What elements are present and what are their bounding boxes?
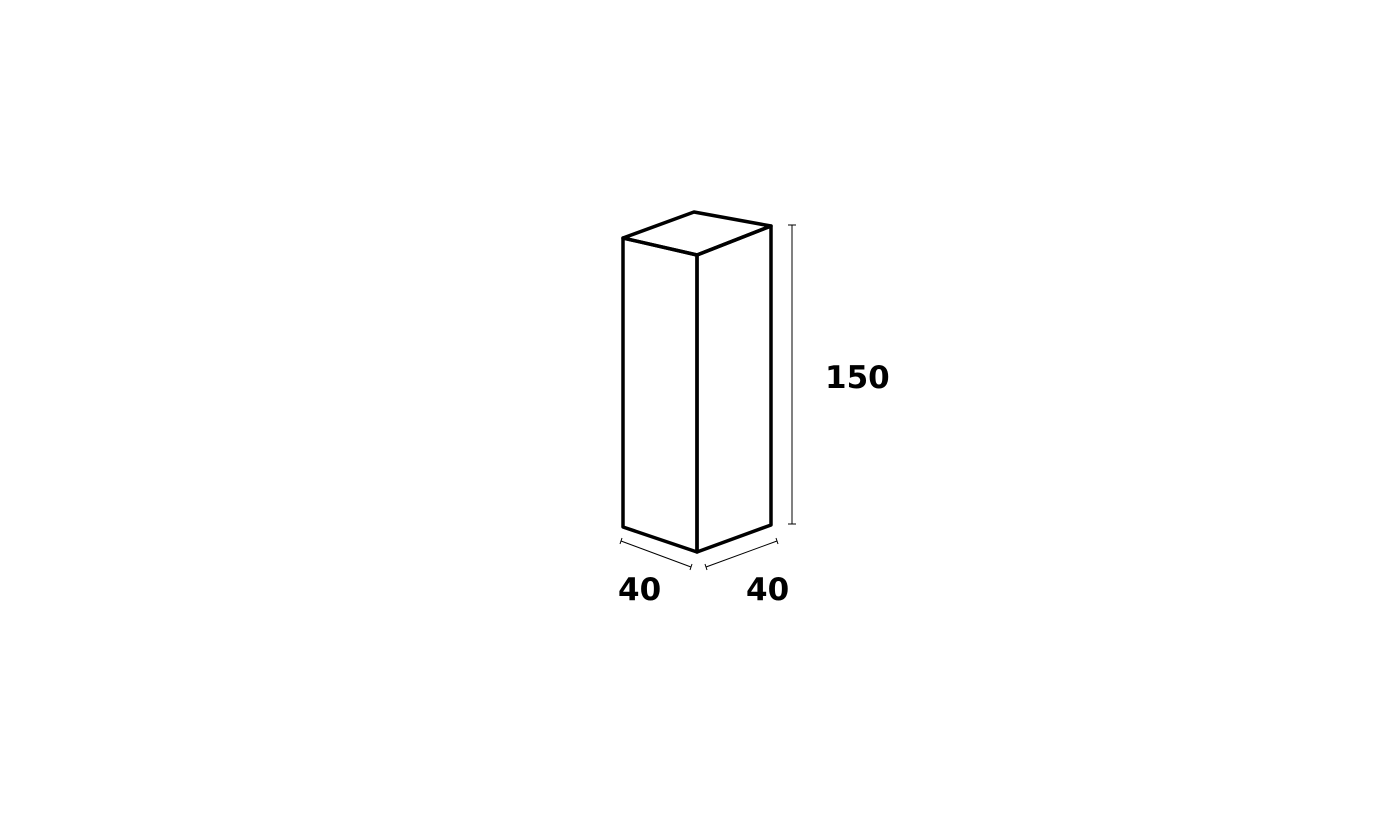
width-dimension-line — [619, 537, 693, 571]
width-label: 40 — [618, 572, 661, 608]
box-left-face — [621, 236, 699, 554]
depth-label: 40 — [746, 572, 789, 608]
box-right-face — [695, 224, 773, 554]
height-dimension-line — [788, 224, 796, 525]
height-label: 150 — [825, 360, 890, 396]
pedestal-box — [621, 210, 773, 554]
depth-dimension-line — [704, 537, 779, 571]
